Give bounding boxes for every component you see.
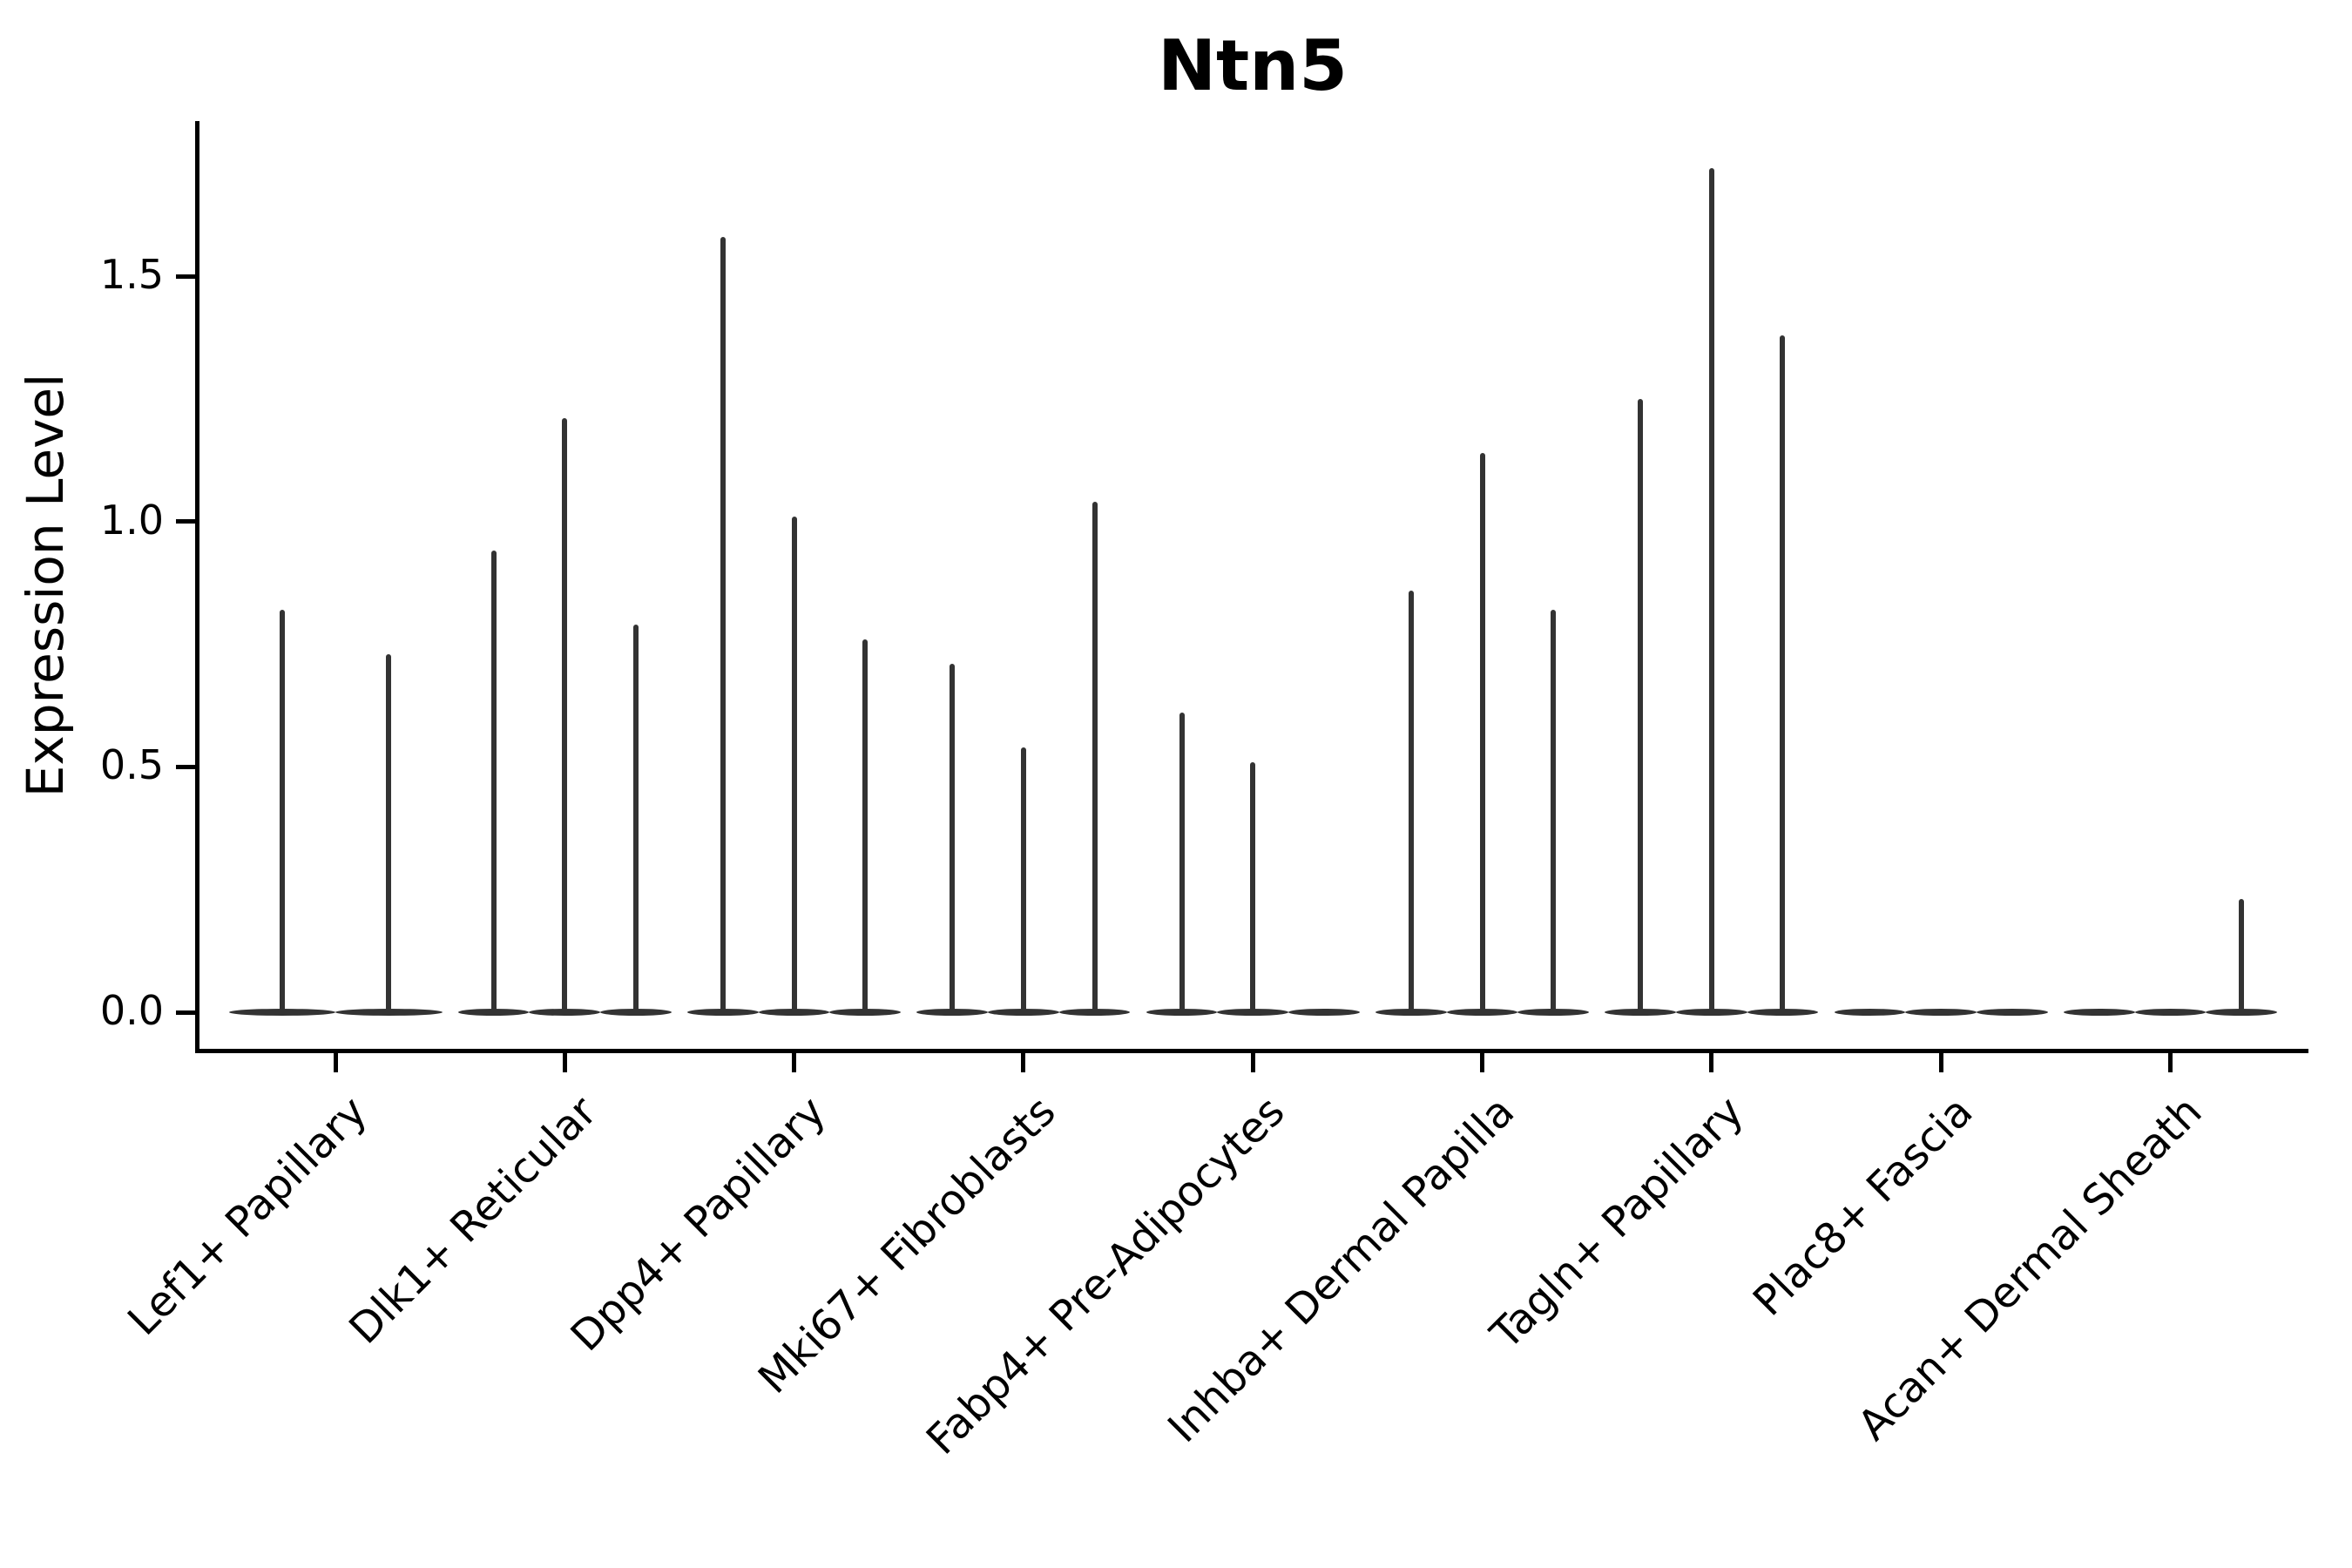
x-tick bbox=[792, 1053, 797, 1072]
x-tick bbox=[1709, 1053, 1714, 1072]
y-tick bbox=[176, 1010, 195, 1015]
x-tick bbox=[1021, 1053, 1026, 1072]
violin-spike bbox=[1408, 590, 1414, 1014]
x-tick bbox=[562, 1053, 567, 1072]
violin-spike bbox=[720, 236, 726, 1014]
violin-base bbox=[1905, 1009, 1977, 1016]
violin-spike bbox=[632, 624, 639, 1014]
chart-title: Ntn5 bbox=[1158, 25, 1348, 106]
violin-spike bbox=[1250, 761, 1256, 1014]
y-tick-label: 0.5 bbox=[99, 741, 164, 789]
y-tick bbox=[176, 274, 195, 279]
violin-spike bbox=[279, 610, 285, 1014]
violin-spike bbox=[490, 551, 497, 1014]
x-tick bbox=[1480, 1053, 1484, 1072]
x-tick-label: Plac8+ Fascia bbox=[1744, 1087, 1983, 1326]
violin-spike bbox=[1638, 398, 1644, 1014]
y-tick bbox=[176, 764, 195, 769]
violin-spike bbox=[862, 639, 868, 1014]
x-tick-label: Tagln+ Papillary bbox=[1481, 1087, 1754, 1359]
violin-base bbox=[2063, 1009, 2135, 1016]
violin-spike bbox=[562, 418, 568, 1014]
violin-spike bbox=[1780, 335, 1786, 1014]
violin-spike bbox=[2239, 899, 2245, 1014]
violin-spike bbox=[1020, 747, 1026, 1014]
x-tick bbox=[1938, 1053, 1943, 1072]
violin-spike bbox=[1479, 452, 1485, 1014]
x-tick bbox=[1250, 1053, 1255, 1072]
violin-base bbox=[1834, 1009, 1906, 1016]
x-tick-label: Dpp4+ Papillary bbox=[562, 1087, 836, 1362]
violin-spike bbox=[1092, 502, 1098, 1014]
y-tick-label: 1.5 bbox=[99, 250, 164, 298]
y-axis-label: Expression Level bbox=[16, 373, 75, 798]
plot-area bbox=[195, 121, 2308, 1053]
y-tick bbox=[176, 519, 195, 524]
x-tick bbox=[333, 1053, 338, 1072]
violin-spike bbox=[386, 653, 392, 1014]
violin-spike bbox=[1708, 168, 1714, 1014]
violin-spike bbox=[950, 664, 956, 1014]
violin-base bbox=[1288, 1009, 1360, 1016]
violin-spike bbox=[1179, 713, 1185, 1014]
x-tick bbox=[2167, 1053, 2173, 1072]
x-tick-label: Dlk1+ Reticular bbox=[340, 1087, 606, 1354]
violin-spike bbox=[791, 517, 797, 1014]
violin-base bbox=[1976, 1009, 2048, 1016]
y-tick-label: 1.0 bbox=[99, 496, 164, 544]
y-tick-label: 0.0 bbox=[99, 986, 164, 1034]
violin-base bbox=[2134, 1009, 2207, 1016]
x-tick-label: Lef1+ Papillary bbox=[118, 1087, 377, 1345]
violin-spike bbox=[1551, 610, 1557, 1014]
